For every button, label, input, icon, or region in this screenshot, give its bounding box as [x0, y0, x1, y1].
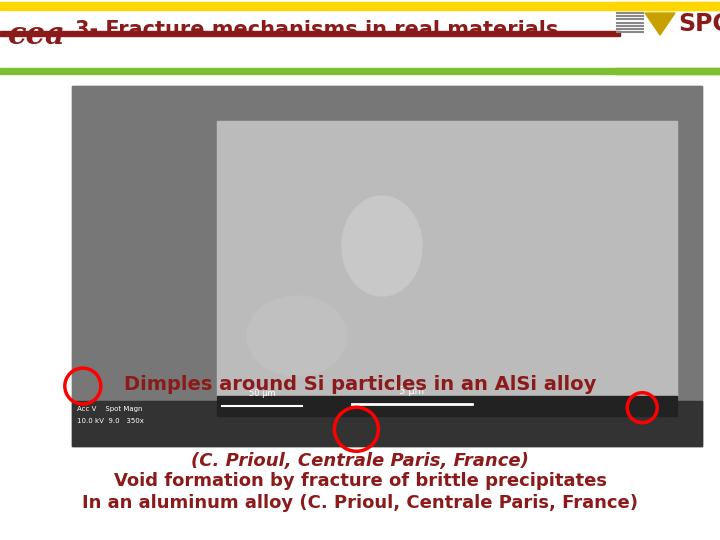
Bar: [615, 2, 720, 74]
Polygon shape: [645, 13, 675, 35]
Text: 3- Fracture mechanisms in real materials: 3- Fracture mechanisms in real materials: [75, 20, 559, 40]
Text: In an aluminum alloy (C. Prioul, Centrale Paris, France): In an aluminum alloy (C. Prioul, Central…: [82, 494, 638, 512]
Text: Void formation by fracture of brittle precipitates: Void formation by fracture of brittle pr…: [114, 472, 606, 490]
Bar: [0, 0, 720, 72]
Text: cea: cea: [8, 20, 66, 51]
Text: 50 μm: 50 μm: [248, 389, 275, 398]
Text: Dimples around Si particles in an AlSi alloy: Dimples around Si particles in an AlSi a…: [124, 375, 596, 394]
Text: 10.0 kV  9.0   350x: 10.0 kV 9.0 350x: [77, 418, 144, 424]
Text: (C. Prioul, Centrale Paris, France): (C. Prioul, Centrale Paris, France): [191, 452, 529, 470]
Text: SPCSI: SPCSI: [678, 12, 720, 36]
Text: Acc V    Spot Magn: Acc V Spot Magn: [77, 406, 143, 412]
Bar: [217, 396, 677, 416]
Bar: [72, 86, 702, 446]
Bar: [0, 2, 720, 10]
Bar: [615, 2, 720, 10]
Ellipse shape: [247, 296, 347, 376]
Bar: [0, 31, 620, 36]
Bar: [72, 86, 702, 446]
Text: 5 μm: 5 μm: [400, 386, 425, 396]
Bar: [72, 401, 702, 446]
Ellipse shape: [342, 196, 422, 296]
Bar: [0, 68, 720, 74]
Bar: [217, 121, 677, 416]
Bar: [615, 68, 720, 74]
